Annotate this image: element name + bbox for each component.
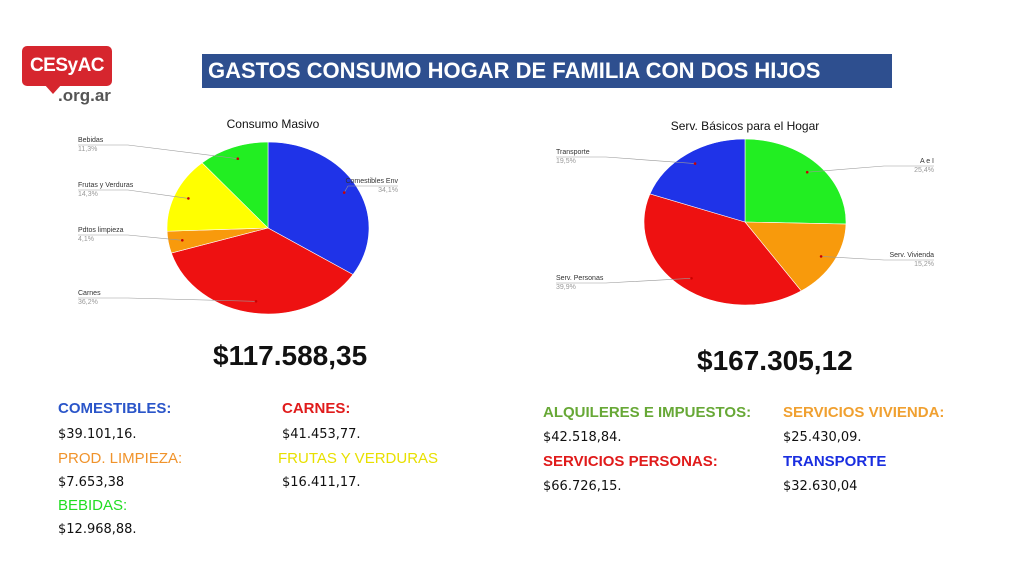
logo-domain: .org.ar: [58, 86, 111, 105]
slice-label-serv-personas: Serv. Personas: [556, 275, 604, 282]
consumo-masivo-pie-chart: Consumo Masivo Comestibles Env 34,1% Carne…: [78, 117, 398, 315]
slice-label-a-e-i: A e I: [920, 158, 934, 165]
callout-line-a-e-i: [807, 165, 934, 173]
slice-pct-a-e-i: 25,4%: [914, 167, 934, 174]
callout-line-carnes: [78, 297, 257, 302]
slice-pct-carnes: 36,2%: [78, 299, 98, 306]
callout-dot-serv-vivienda: [819, 255, 823, 258]
callout-line-serv-personas: [556, 278, 692, 284]
slice-label-serv-vivienda: Serv. Vivienda: [890, 252, 935, 259]
label-alquileres-impuestos: ALQUILERES E IMPUESTOS:: [543, 404, 752, 421]
total-servicios-basicos: $167.305,12: [697, 345, 853, 376]
callout-dot-bebidas: [236, 157, 240, 160]
slice-pct-frutas-y-verduras: 14,3%: [78, 191, 98, 198]
slice-pct-pdtos-limpieza: 4,1%: [78, 236, 94, 243]
callout-line-pdtos-limpieza: [78, 234, 183, 241]
label-servicios-personas: SERVICIOS PERSONAS:: [543, 453, 718, 470]
cesyac-logo: CESyAC .org.ar: [22, 46, 122, 110]
value-bebidas: $12.968,88.: [58, 522, 137, 537]
slice-pct-serv-vivienda: 15,2%: [914, 261, 934, 268]
label-prod-limpieza: PROD. LIMPIEZA:: [58, 450, 183, 467]
callout-dot-comestibles-env: [342, 191, 346, 194]
callout-line-transporte: [556, 156, 696, 164]
label-servicios-vivienda: SERVICIOS VIVIENDA:: [783, 404, 945, 421]
slice-label-bebidas: Bebidas: [78, 137, 104, 144]
logo-speech-tail: [44, 84, 62, 94]
slice-label-comestibles-env: Comestibles Env: [345, 178, 398, 185]
slice-label-frutas-y-verduras: Frutas y Verduras: [78, 182, 134, 189]
pie-slice-bebidas: [201, 141, 269, 229]
value-transporte: $32.630,04: [783, 479, 858, 494]
callout-dot-serv-personas: [690, 277, 693, 280]
label-comestibles: COMESTIBLES:: [58, 400, 172, 417]
pie-slice-transporte: [649, 138, 746, 223]
slice-pct-serv-personas: 39,9%: [556, 284, 576, 291]
value-carnes: $41.453,77.: [282, 427, 361, 442]
value-prod-limpieza: $7.653,38: [58, 475, 125, 490]
pie-slice-carnes: [170, 227, 354, 315]
label-bebidas: BEBIDAS:: [58, 497, 128, 514]
slice-label-transporte: Transporte: [556, 149, 590, 156]
callout-line-bebidas: [78, 144, 238, 159]
value-frutas-verduras: $16.411,17.: [282, 475, 361, 490]
chart-title: Consumo Masivo: [227, 117, 320, 131]
label-frutas-verduras: FRUTAS Y VERDURAS: [278, 450, 439, 467]
callout-dot-pdtos-limpieza: [181, 239, 184, 242]
slice-label-pdtos-limpieza: Pdtos limpieza: [78, 227, 124, 234]
slice-pct-bebidas: 11,3%: [78, 146, 97, 153]
callout-dot-frutas-y-verduras: [187, 197, 190, 200]
slice-pct-transporte: 19,5%: [556, 158, 576, 165]
callout-dot-a-e-i: [805, 170, 809, 174]
callout-line-frutas-y-verduras: [78, 189, 189, 199]
total-consumo-masivo: $117.588,35: [213, 340, 368, 371]
pie-slice-frutas-y-verduras: [166, 162, 269, 232]
slice-label-carnes: Carnes: [78, 290, 101, 297]
chart-title: Serv. Básicos para el Hogar: [671, 119, 820, 133]
logo-brand: CESyAC: [22, 46, 112, 86]
callout-line-serv-vivienda: [821, 256, 934, 261]
value-comestibles: $39.101,16.: [58, 427, 137, 442]
value-servicios-personas: $66.726,15.: [543, 479, 622, 494]
label-carnes: CARNES:: [282, 400, 351, 417]
callout-dot-carnes: [254, 300, 258, 303]
pie-slice-a-e-i: [744, 138, 847, 225]
servicios-basicos-pie-chart: Serv. Básicos para el Hogar A e I 25,4% Se…: [556, 119, 935, 306]
value-servicios-vivienda: $25.430,09.: [783, 430, 862, 445]
label-transporte: TRANSPORTE: [783, 453, 887, 470]
pie-slice-serv-personas: [643, 193, 802, 306]
pie-slice-serv-vivienda: [744, 221, 847, 292]
pie-slice-comestibles-env: [267, 141, 370, 275]
value-alquileres-impuestos: $42.518,84.: [543, 430, 622, 445]
callout-dot-transporte: [693, 162, 697, 165]
callout-line-comestibles-env: [343, 185, 398, 193]
page-title: GASTOS CONSUMO HOGAR DE FAMILIA CON DOS …: [202, 54, 892, 88]
slice-pct-comestibles-env: 34,1%: [378, 187, 398, 194]
